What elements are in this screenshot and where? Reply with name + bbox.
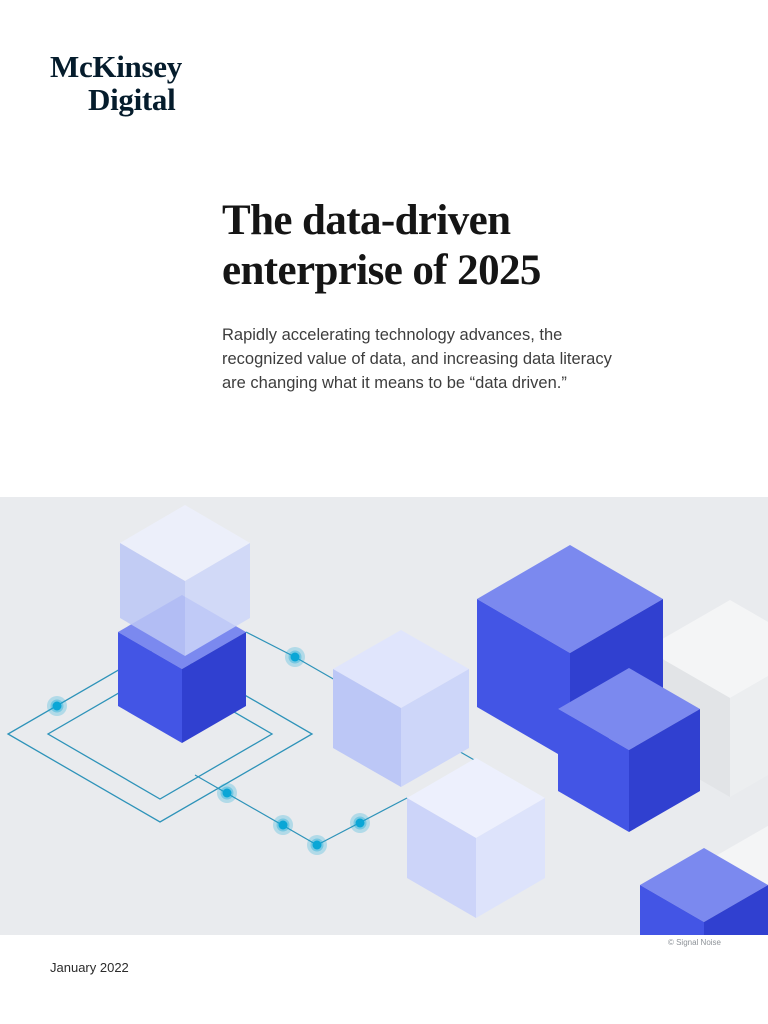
cube-blue-bottom-right bbox=[640, 848, 768, 935]
illustration-credit: © Signal Noise bbox=[667, 938, 721, 947]
network-node bbox=[217, 783, 237, 803]
network-node bbox=[350, 813, 370, 833]
network-node bbox=[273, 815, 293, 835]
cube-bottom-pale bbox=[407, 758, 545, 918]
network-node bbox=[47, 696, 67, 716]
page-title: The data-driven enterprise of 2025 bbox=[222, 196, 541, 296]
title-line-2: enterprise of 2025 bbox=[222, 247, 541, 294]
logo-line-digital: Digital bbox=[88, 82, 176, 117]
subtitle: Rapidly accelerating technology advances… bbox=[222, 323, 612, 395]
network-node bbox=[285, 647, 305, 667]
cube-translucent-top-left bbox=[120, 505, 250, 656]
mckinsey-digital-logo: McKinsey Digital bbox=[50, 50, 182, 116]
subtitle-line-3: are changing what it means to be “data d… bbox=[222, 374, 567, 392]
subtitle-line-2: recognized value of data, and increasing… bbox=[222, 350, 612, 368]
subtitle-line-1: Rapidly accelerating technology advances… bbox=[222, 326, 563, 344]
network-node bbox=[307, 835, 327, 855]
title-line-1: The data-driven bbox=[222, 197, 511, 244]
isometric-cubes-illustration bbox=[0, 497, 768, 935]
publication-date: January 2022 bbox=[50, 960, 129, 975]
hero-illustration-container bbox=[0, 497, 768, 935]
cube-center-lavender bbox=[333, 630, 469, 787]
network-nodes bbox=[47, 647, 370, 855]
logo-line-mckinsey: McKinsey bbox=[50, 49, 182, 84]
cube-right-blue bbox=[558, 668, 700, 832]
